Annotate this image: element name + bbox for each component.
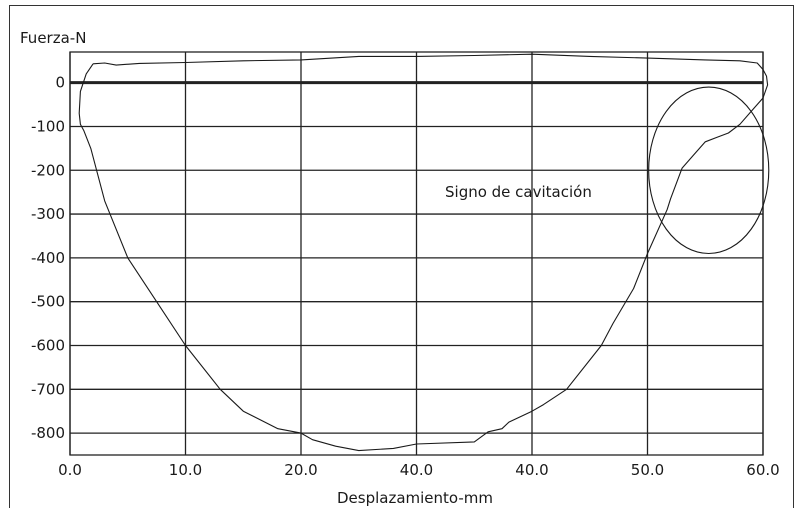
x-tick-label: 40.0 [400, 461, 433, 479]
annotation-label: Signo de cavitación [445, 183, 592, 201]
x-tick-label: 60.0 [746, 461, 779, 479]
y-tick-label: -800 [31, 424, 65, 442]
cavitation-ellipse [648, 86, 770, 255]
series-line [78, 53, 769, 452]
y-tick-label: 0 [55, 74, 65, 92]
series-group [78, 53, 769, 452]
x-axis-label: Desplazamiento-mm [337, 489, 493, 507]
x-tick-label: 50.0 [631, 461, 664, 479]
x-tick-label: 10.0 [169, 461, 202, 479]
tick-labels: 0 -100 -200 -300 -400 -500 -600 -700 -800 0.0 10.0… [31, 74, 780, 479]
annotation-group: Signo de cavitación [445, 86, 770, 255]
y-tick-label: -200 [31, 161, 65, 179]
x-tick-label: 40.0 [515, 461, 548, 479]
y-tick-label: -400 [31, 249, 65, 267]
chart-frame [9, 5, 794, 508]
y-axis-label: Fuerza-N [20, 29, 86, 47]
y-tick-label: -300 [31, 205, 65, 223]
y-tick-label: -500 [31, 293, 65, 311]
y-tick-label: -700 [31, 380, 65, 398]
y-tick-label: -100 [31, 117, 65, 135]
x-tick-label: 0.0 [58, 461, 82, 479]
x-tick-label: 20.0 [284, 461, 317, 479]
y-tick-label: -600 [31, 336, 65, 354]
grid [69, 51, 764, 456]
